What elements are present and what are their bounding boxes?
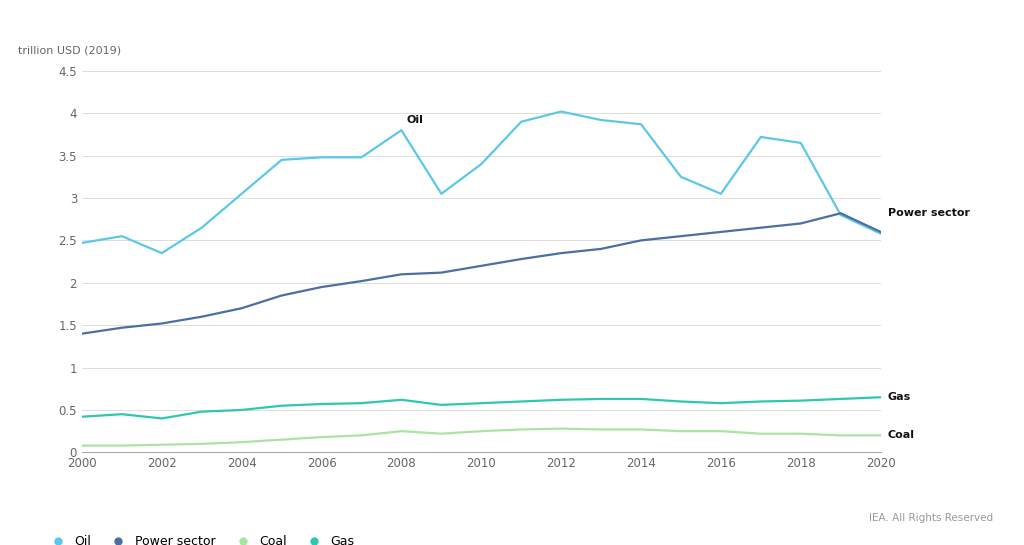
Text: Coal: Coal xyxy=(888,431,914,440)
Text: trillion USD (2019): trillion USD (2019) xyxy=(18,46,121,56)
Text: Oil: Oil xyxy=(407,114,424,125)
Text: Gas: Gas xyxy=(888,392,910,402)
Text: IEA. All Rights Reserved: IEA. All Rights Reserved xyxy=(869,513,993,523)
Text: Power sector: Power sector xyxy=(888,208,970,219)
Legend: Oil, Power sector, Coal, Gas: Oil, Power sector, Coal, Gas xyxy=(40,530,359,545)
